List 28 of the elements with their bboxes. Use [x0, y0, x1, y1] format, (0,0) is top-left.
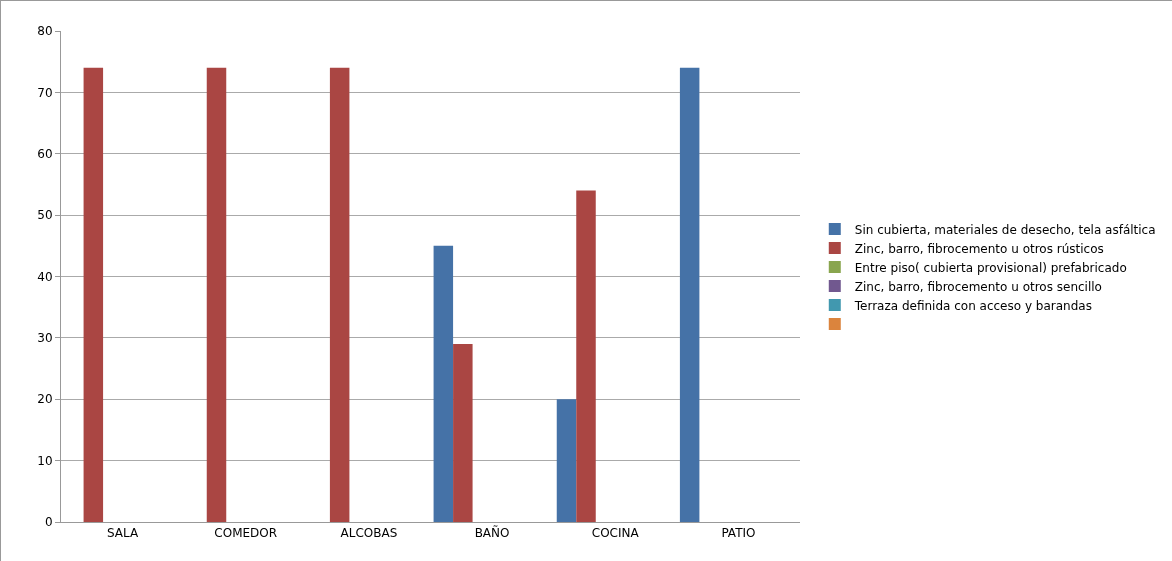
bar — [329, 67, 350, 522]
y-tick-label: 30 — [37, 331, 53, 346]
y-tick-label: 0 — [44, 515, 53, 530]
bar — [556, 399, 577, 522]
y-tick-label: 60 — [37, 146, 53, 161]
bar — [83, 67, 104, 522]
y-tick-label: 70 — [37, 85, 53, 100]
x-tick-label: PATIO — [721, 526, 756, 541]
y-tick-label: 10 — [37, 453, 53, 468]
bar — [453, 344, 473, 522]
x-tick-label: COMEDOR — [214, 526, 278, 541]
legend-label: Zinc, barro, fibrocemento u otros sencillo — [854, 279, 1102, 294]
x-tick-label: COCINA — [591, 526, 640, 541]
legend-label: Sin cubierta, materiales de desecho, tela asfáltica — [854, 222, 1156, 237]
bar — [206, 67, 227, 522]
bar — [679, 67, 700, 522]
legend-label: Terraza definida con acceso y barandas — [853, 298, 1092, 313]
legend-label: Entre piso( cubierta provisional) prefabricado — [854, 260, 1127, 275]
legend-label: Zinc, barro, fibrocemento u otros rústicos — [854, 241, 1104, 256]
y-tick-label: 80 — [37, 24, 53, 39]
y-tick-label: 50 — [37, 208, 53, 223]
x-tick-label: BAÑO — [474, 525, 510, 541]
bar — [576, 190, 596, 522]
y-tick-label: 40 — [37, 269, 53, 284]
x-tick-label: ALCOBAS — [340, 526, 398, 541]
bar — [433, 245, 454, 522]
x-tick-label: SALA — [106, 526, 139, 541]
y-tick-label: 20 — [37, 392, 53, 407]
